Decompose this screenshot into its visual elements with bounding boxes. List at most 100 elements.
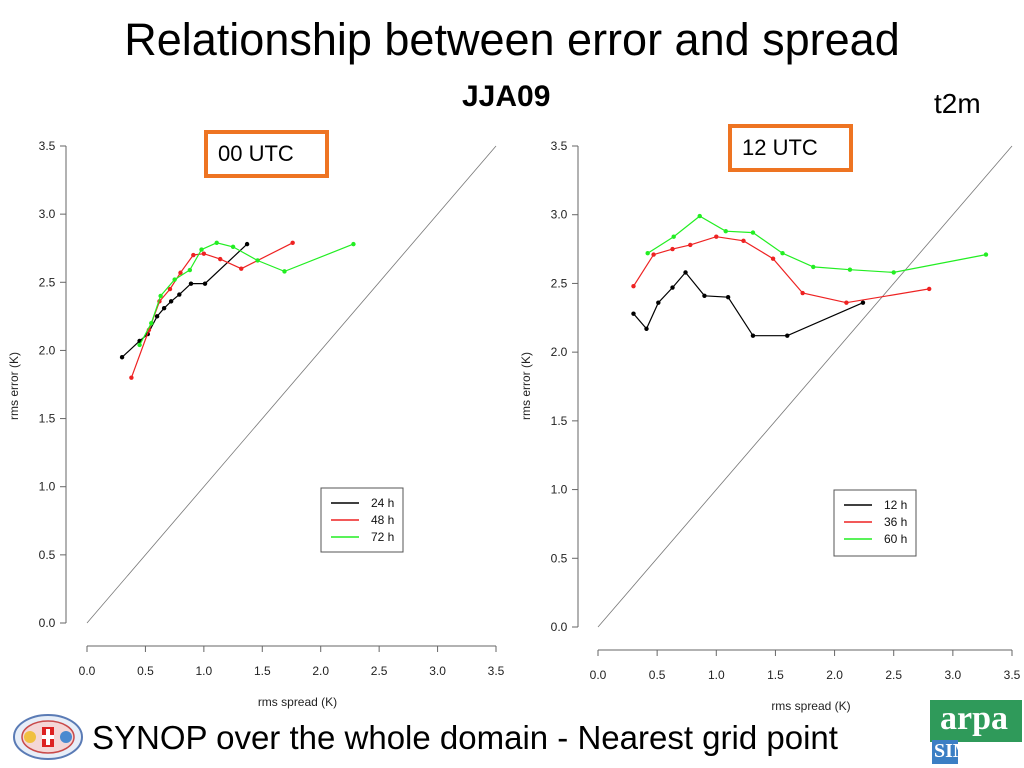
data-point: [860, 300, 866, 305]
y-tick-label: 0.5: [39, 548, 56, 562]
x-tick-label: 0.0: [590, 668, 607, 682]
y-tick-label: 3.0: [39, 207, 56, 221]
x-tick-label: 2.5: [371, 664, 388, 678]
x-axis-label: rms spread (K): [771, 699, 850, 713]
data-point: [670, 285, 675, 290]
data-point: [230, 244, 236, 250]
data-point: [167, 286, 173, 292]
y-tick-label: 3.0: [551, 208, 568, 222]
x-tick-label: 0.5: [649, 668, 666, 682]
arpa-sim-logo: arpa SIM: [930, 700, 1022, 766]
arpa-logo-text: arpa: [940, 700, 1008, 737]
data-point: [671, 234, 676, 239]
data-point: [644, 326, 649, 331]
data-point: [201, 251, 207, 256]
reference-diagonal-line: [86, 145, 497, 624]
data-point: [631, 283, 636, 289]
x-tick-label: 1.5: [254, 664, 271, 678]
x-tick-label: 2.0: [312, 664, 329, 678]
legend-label: 36 h: [884, 515, 907, 529]
series-line-36h: [632, 236, 930, 304]
x-tick-label: 1.5: [767, 668, 784, 682]
legend-label: 24 h: [371, 496, 394, 510]
y-tick-label: 0.0: [551, 620, 568, 634]
x-tick-label: 3.0: [945, 668, 962, 682]
data-point: [119, 355, 125, 360]
regional-seals-logo: [12, 712, 84, 762]
chart-00utc: 0.0 0.5 1.0 1.5 2.0 2.5 3.0 3.5 0.0 0.5 1.0 1.5 2.0 2…: [7, 139, 505, 709]
data-point: [214, 240, 219, 245]
y-tick-label: 0.5: [551, 551, 568, 565]
data-point: [282, 269, 287, 274]
data-point: [187, 267, 193, 273]
data-point: [177, 292, 182, 297]
x-axis-label: rms spread (K): [258, 695, 337, 709]
y-tick-label: 1.0: [551, 483, 568, 497]
data-point: [780, 250, 785, 256]
data-point: [172, 277, 177, 282]
data-point: [631, 311, 636, 316]
data-point: [723, 229, 728, 234]
chart-12utc: 0.0 0.5 1.0 1.5 2.0 2.5 3.0 3.5 0.0 0.5 1.0 1.5 2.0 2…: [519, 139, 1021, 713]
data-point: [645, 250, 650, 256]
series-line-60h: [647, 215, 987, 274]
y-tick-label: 3.5: [39, 139, 56, 153]
legend-label: 72 h: [371, 530, 394, 544]
x-tick-label: 2.5: [885, 668, 902, 682]
data-point: [161, 305, 167, 311]
x-tick-label: 1.0: [196, 664, 213, 678]
data-point: [202, 281, 208, 286]
data-point: [800, 290, 805, 296]
y-tick-label: 3.5: [551, 139, 568, 153]
footer-caption: SYNOP over the whole domain - Nearest gr…: [92, 719, 838, 756]
data-point: [656, 300, 661, 305]
y-tick-label: 2.0: [39, 343, 56, 357]
data-point: [188, 281, 194, 286]
x-tick-label: 0.5: [137, 664, 154, 678]
data-point: [244, 241, 250, 247]
y-tick-label: 1.0: [39, 480, 56, 494]
data-point: [847, 267, 853, 272]
data-point: [785, 333, 790, 338]
utc-box-12: 12 UTC: [728, 124, 853, 172]
data-point: [891, 270, 896, 275]
data-point: [811, 264, 816, 270]
data-point: [239, 266, 244, 271]
legend-label: 48 h: [371, 513, 394, 527]
sim-logo-text: SIM: [934, 740, 972, 762]
data-point: [168, 299, 174, 304]
data-point: [191, 252, 196, 258]
data-point: [137, 342, 142, 348]
data-point: [927, 286, 932, 292]
y-tick-label: 1.5: [39, 412, 56, 426]
page-title: Relationship between error and spread: [124, 14, 900, 65]
x-tick-label: 3.5: [1004, 668, 1021, 682]
variable-label: t2m: [934, 88, 981, 119]
reference-diagonal-line: [597, 145, 1013, 628]
data-point: [670, 246, 675, 252]
y-tick-label: 1.5: [551, 414, 568, 428]
data-point: [697, 213, 702, 219]
x-tick-label: 1.0: [708, 668, 725, 682]
y-axis-label: rms error (K): [7, 352, 21, 420]
data-point: [770, 256, 776, 261]
data-point: [683, 270, 688, 275]
data-point: [741, 238, 746, 244]
data-point: [651, 252, 656, 257]
series-line-12h: [633, 271, 864, 337]
data-point: [750, 333, 756, 338]
data-point: [688, 242, 693, 248]
legend-label: 60 h: [884, 532, 907, 546]
legend-label: 12 h: [884, 498, 907, 512]
y-tick-label: 2.5: [39, 275, 56, 289]
data-point: [178, 270, 183, 275]
data-point: [351, 241, 356, 247]
data-point: [983, 252, 989, 257]
data-point: [154, 314, 160, 319]
y-tick-label: 0.0: [39, 616, 56, 630]
data-point: [844, 300, 849, 305]
data-point: [750, 230, 756, 235]
x-tick-label: 3.5: [488, 664, 505, 678]
legend-box: [833, 489, 917, 557]
data-point: [218, 256, 223, 262]
